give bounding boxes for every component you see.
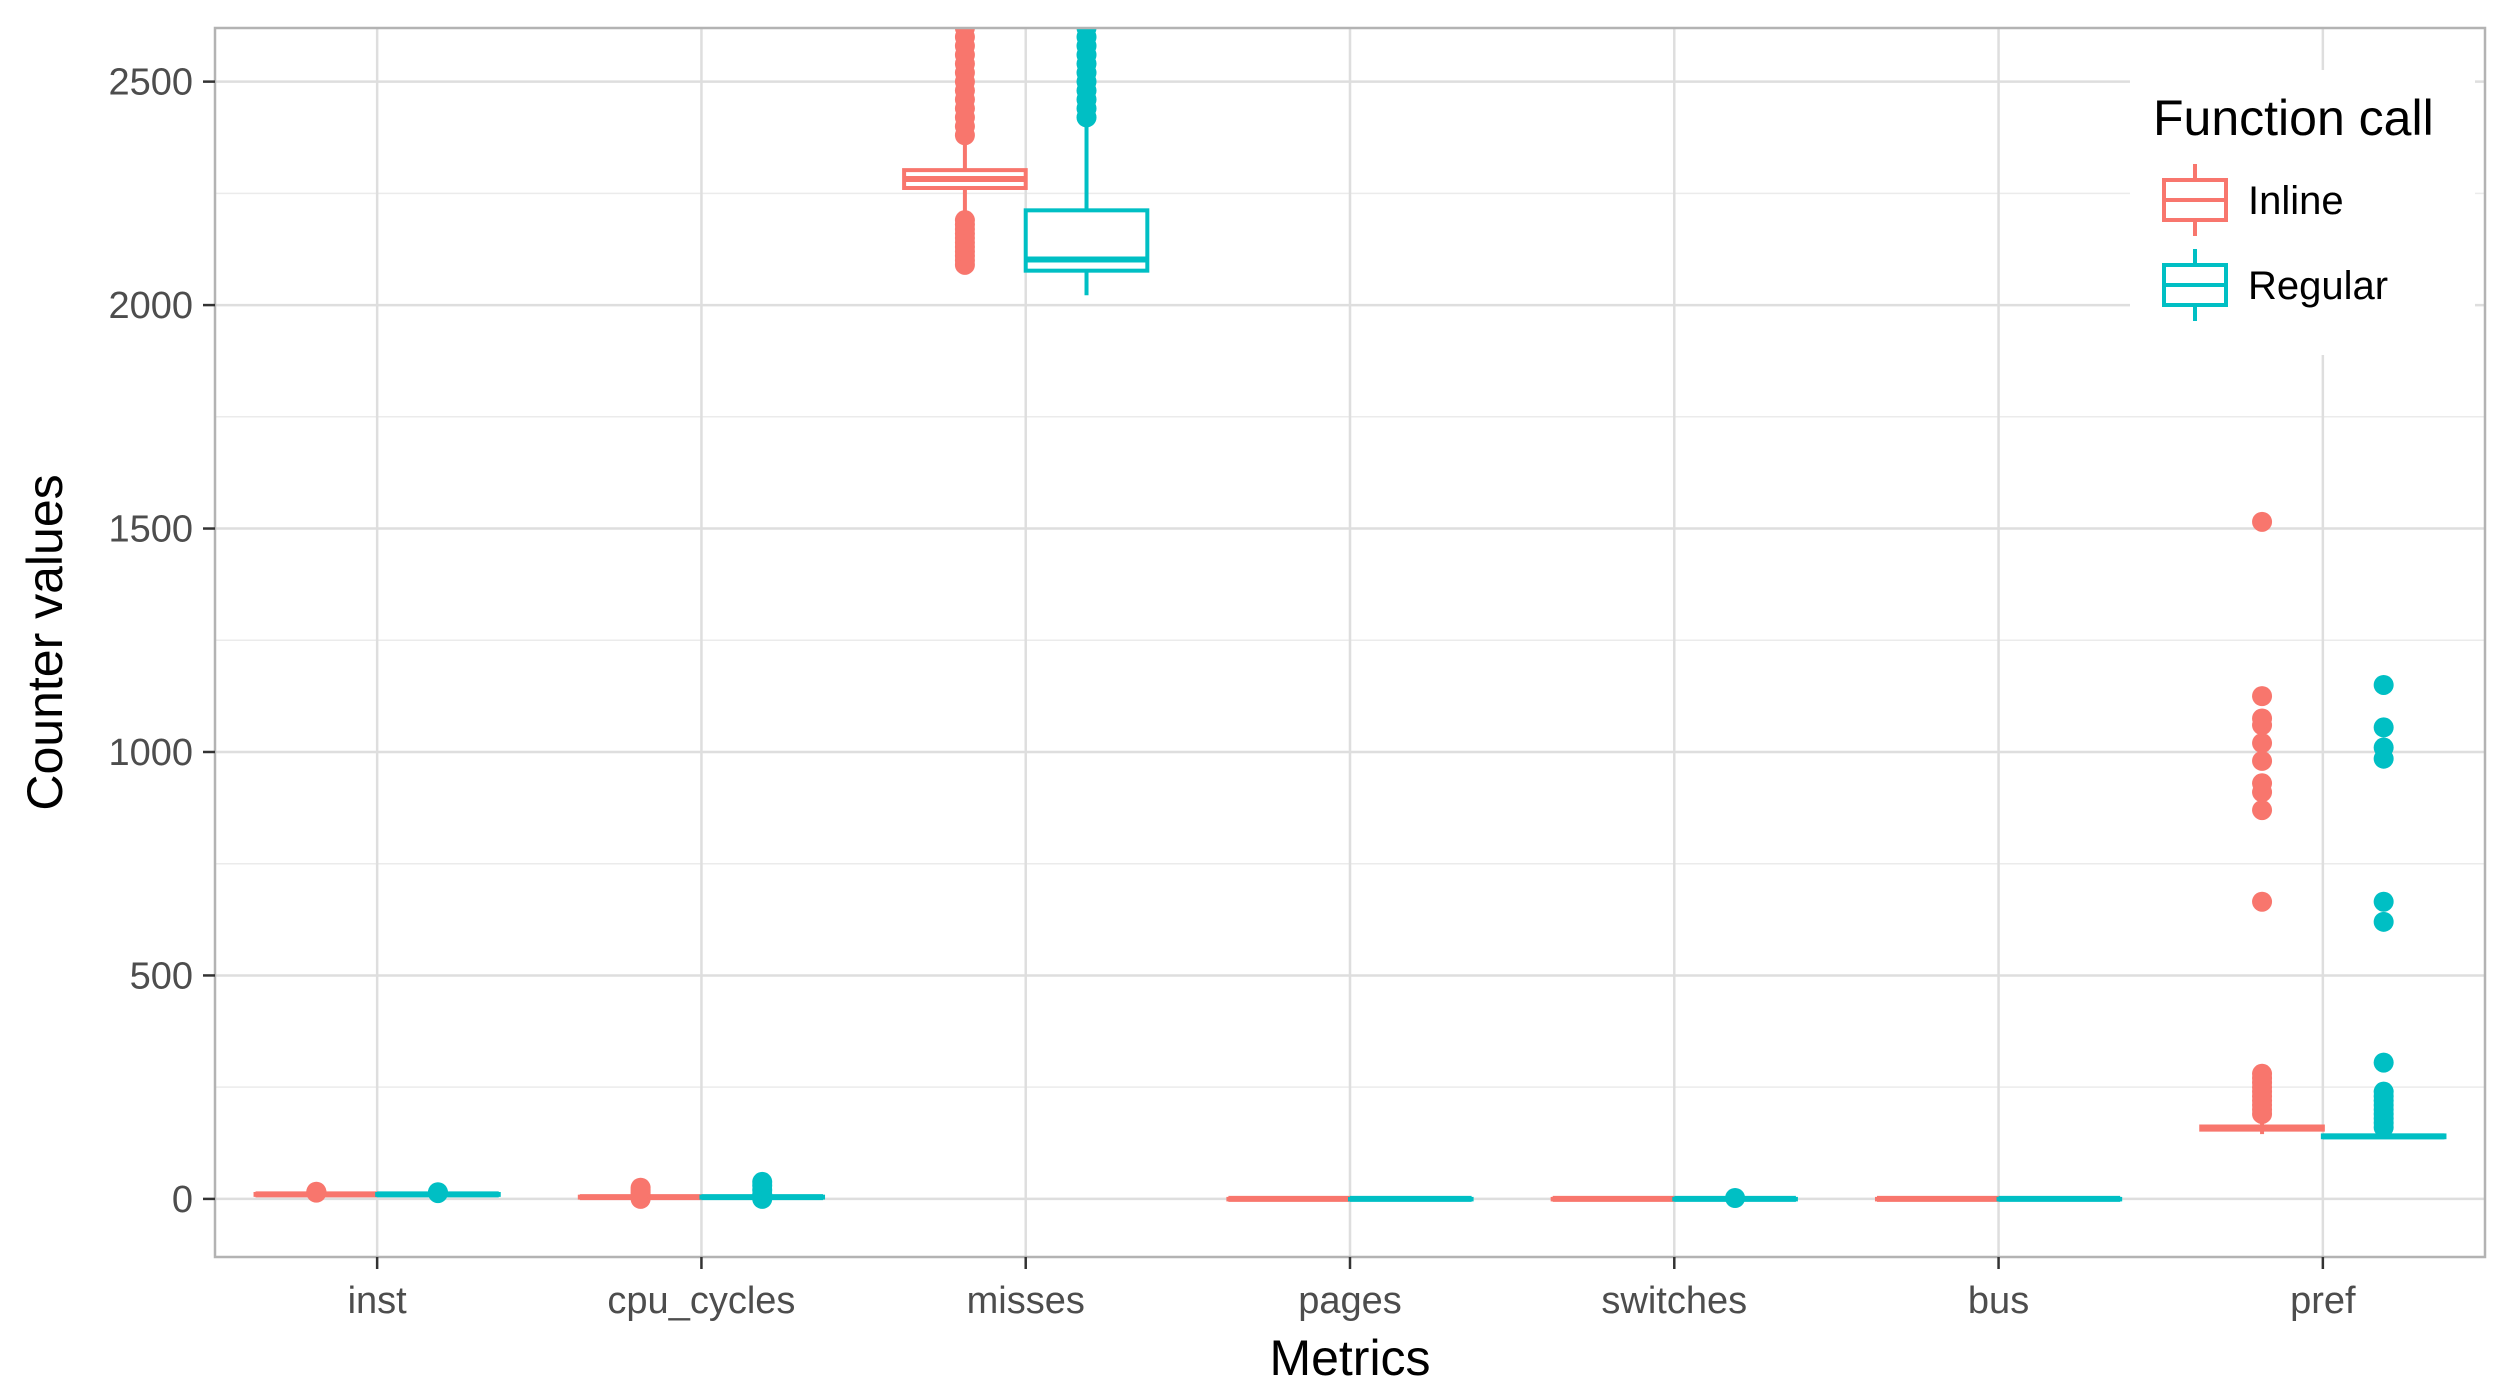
- outlier-point: [2252, 891, 2273, 912]
- outlier-point: [2373, 737, 2394, 758]
- box-regular-pages: [1348, 1195, 1474, 1202]
- outlier-point: [2252, 686, 2273, 707]
- box-inline-pages: [1226, 1195, 1352, 1202]
- x-tick-label: switches: [1601, 1280, 1747, 1322]
- legend-entries: Inline Regular: [2162, 164, 2388, 321]
- box-regular-switches: [1672, 1188, 1798, 1209]
- outlier-point: [306, 1181, 327, 1202]
- y-tick-label: 1000: [108, 732, 193, 774]
- outlier-point: [752, 1171, 773, 1192]
- x-tick-label: pages: [1298, 1280, 1402, 1322]
- x-tick-label: pref: [2290, 1280, 2356, 1322]
- y-tick-label: 1500: [108, 509, 193, 551]
- x-tick-label: inst: [348, 1280, 408, 1322]
- legend-entry-regular: Regular: [2162, 249, 2388, 321]
- outlier-point: [2252, 733, 2273, 754]
- box-inline-switches: [1550, 1195, 1677, 1202]
- box-inline-misses: [902, 28, 1028, 275]
- y-axis-ticks: 0 500 1000 1500 2000 2500: [108, 62, 215, 1221]
- y-tick-label: 500: [130, 955, 193, 997]
- outlier-point: [2252, 511, 2273, 532]
- legend-label: Inline: [2248, 179, 2344, 223]
- outlier-point: [630, 1177, 651, 1198]
- box-inline-inst: [253, 1181, 380, 1203]
- outlier-point: [2252, 800, 2273, 821]
- y-axis-title: Counter values: [17, 474, 73, 810]
- outlier-point: [954, 210, 975, 231]
- x-tick-label: misses: [967, 1280, 1085, 1322]
- box-regular-bus: [1996, 1195, 2123, 1202]
- outlier-point: [2252, 708, 2273, 729]
- outlier-point: [2373, 911, 2394, 932]
- box-regular-inst: [375, 1182, 501, 1204]
- outlier-point: [2252, 1063, 2273, 1084]
- x-axis-ticks: inst cpu_cycles misses pages switches bus pref: [348, 1257, 2356, 1322]
- legend-title: Function call: [2153, 90, 2434, 146]
- y-tick-label: 0: [172, 1179, 193, 1221]
- y-tick-label: 2500: [108, 62, 193, 104]
- outlier-point: [2252, 773, 2273, 794]
- x-tick-label: bus: [1968, 1280, 2029, 1322]
- outlier-point: [954, 28, 975, 38]
- legend: Function call Inline Regular: [2130, 70, 2475, 355]
- y-tick-label: 2000: [108, 285, 193, 327]
- outlier-point: [2373, 674, 2394, 695]
- box-inline-bus: [1874, 1195, 2001, 1202]
- legend-label: Regular: [2248, 264, 2388, 308]
- box-inline-pref: [2199, 511, 2325, 1135]
- legend-entry-inline: Inline: [2162, 164, 2344, 236]
- x-tick-label: cpu_cycles: [607, 1280, 795, 1322]
- box-regular-cpu_cycles: [699, 1171, 826, 1209]
- box-regular-misses: [1023, 28, 1150, 296]
- outlier-point: [427, 1182, 448, 1203]
- outlier-point: [1725, 1188, 1746, 1209]
- outlier-point: [2373, 717, 2394, 738]
- box-regular-pref: [2320, 674, 2447, 1140]
- outlier-point: [2373, 1052, 2394, 1073]
- outlier-point: [1076, 28, 1097, 38]
- outlier-point: [2373, 1081, 2394, 1102]
- outlier-point: [2252, 750, 2273, 771]
- outlier-point: [2373, 891, 2394, 912]
- x-axis-title: Metrics: [1269, 1330, 1430, 1386]
- box-layer: [253, 28, 2447, 1209]
